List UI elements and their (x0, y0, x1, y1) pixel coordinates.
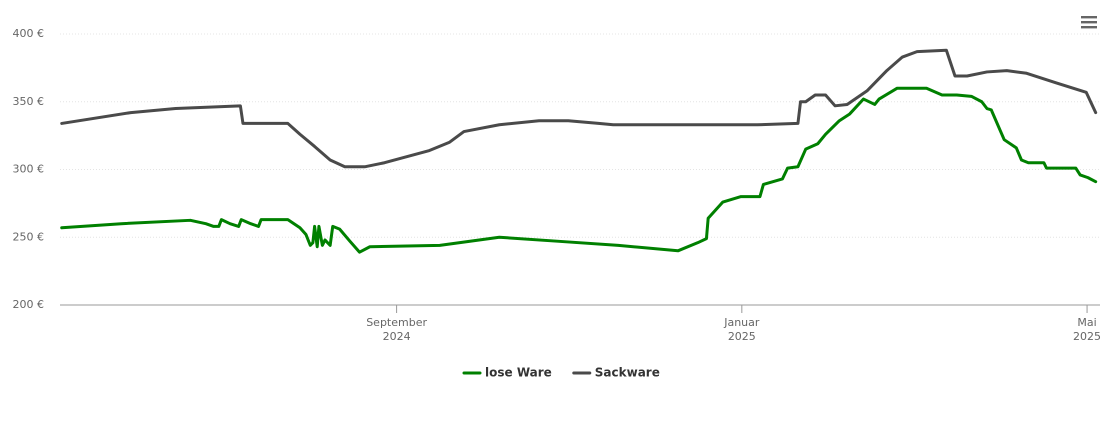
legend-item[interactable]: Sackware (572, 366, 660, 380)
menu-bar (1081, 26, 1097, 29)
y-tick-label: 350 € (13, 95, 45, 108)
menu-bar (1081, 21, 1097, 24)
legend-item[interactable]: lose Ware (462, 366, 552, 380)
y-tick-label: 250 € (13, 230, 45, 243)
x-tick-label: Mai 2025 (1073, 316, 1101, 343)
legend-text: lose Ware (485, 366, 552, 380)
y-tick-label: 400 € (13, 27, 45, 40)
y-tick-label: 200 € (13, 298, 45, 311)
line-series (60, 48, 1098, 169)
line-series (60, 86, 1098, 254)
y-tick-label: 300 € (13, 163, 45, 176)
menu-bar (1081, 16, 1097, 19)
x-tick-label: Januar 2025 (723, 316, 760, 343)
x-tick-label: September 2024 (366, 316, 427, 343)
menu-button[interactable] (1080, 14, 1098, 30)
legend-text: Sackware (595, 366, 660, 380)
